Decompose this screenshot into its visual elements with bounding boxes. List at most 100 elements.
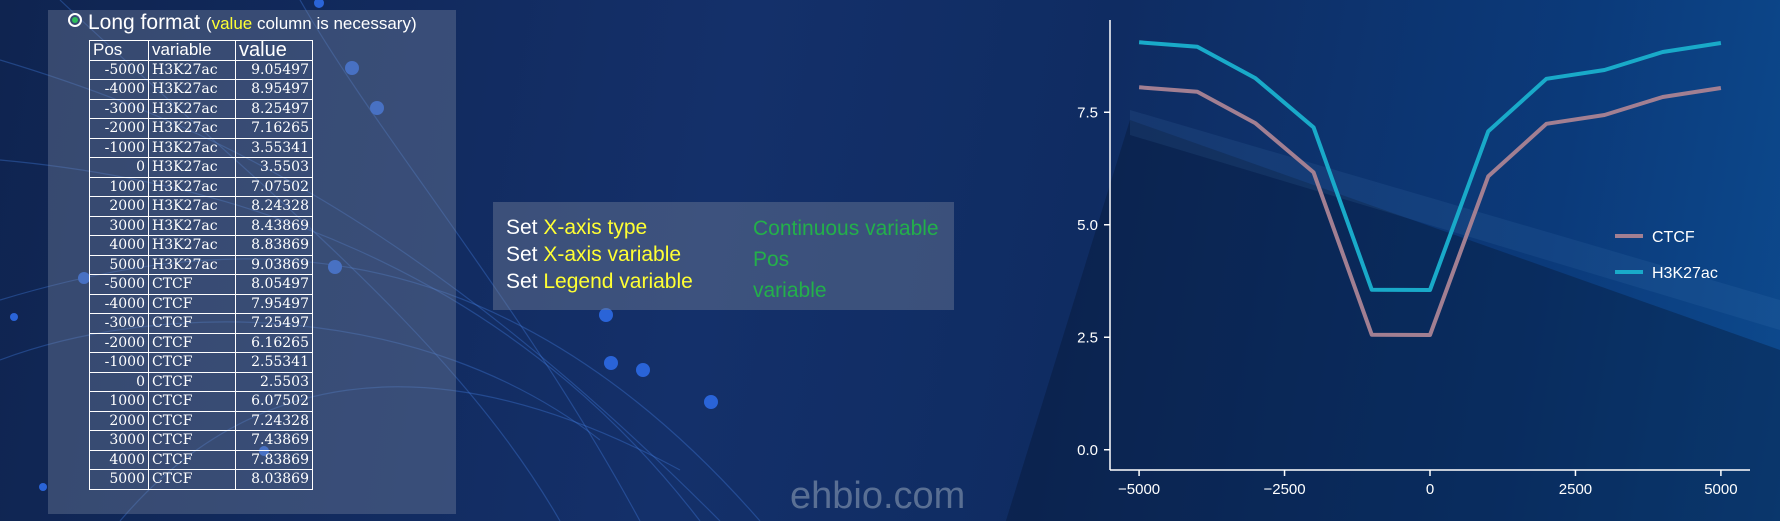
cell-value: 8.05497 <box>235 274 313 295</box>
cell-pos: 1000 <box>89 176 149 197</box>
table-row: -5000 H3K27ac 9.05497 <box>89 59 313 80</box>
long-format-heading: Long format (value column is necessary) <box>68 11 417 35</box>
table-row: 4000 CTCF 7.83869 <box>89 449 313 470</box>
long-format-title: Long format <box>88 11 201 34</box>
cell-pos: 3000 <box>89 215 149 236</box>
cell-value: 8.24328 <box>235 196 313 217</box>
cell-variable: CTCF <box>148 332 236 353</box>
table-row: -1000 H3K27ac 3.55341 <box>89 137 313 158</box>
radio-selected-icon[interactable] <box>68 13 82 28</box>
cell-pos: 0 <box>89 371 149 392</box>
cell-variable: H3K27ac <box>148 98 236 119</box>
line-chart: −5000 −2500 0 2500 5000 0.0 2.5 5.0 7.5 CTCF H3K27… <box>1077 20 1750 498</box>
cell-pos: -1000 <box>89 137 149 158</box>
table-row: 2000 CTCF 7.24328 <box>89 410 313 431</box>
table-row: 2000 H3K27ac 8.24328 <box>89 196 313 217</box>
cell-pos: -5000 <box>89 274 149 295</box>
table-row: -5000 CTCF 8.05497 <box>89 274 313 295</box>
cell-value: 7.95497 <box>235 293 313 314</box>
cell-value: 9.03869 <box>235 254 313 275</box>
table-row: -2000 H3K27ac 7.16265 <box>89 118 313 139</box>
table-row: -2000 CTCF 6.16265 <box>89 332 313 353</box>
cell-pos: 4000 <box>89 235 149 256</box>
cell-pos: 1000 <box>89 391 149 412</box>
y-tick-label: 2.5 <box>1077 329 1098 346</box>
cell-pos: -2000 <box>89 118 149 139</box>
table-row: 3000 H3K27ac 8.43869 <box>89 215 313 236</box>
column-header-value: value <box>235 40 313 61</box>
cell-value: 7.43869 <box>235 430 313 451</box>
cell-pos: 5000 <box>89 254 149 275</box>
cell-variable: H3K27ac <box>148 215 236 236</box>
cell-value: 2.5503 <box>235 371 313 392</box>
cell-pos: -1000 <box>89 352 149 373</box>
cell-value: 8.83869 <box>235 235 313 256</box>
x-tick-label: −5000 <box>1118 481 1160 498</box>
table-row: 5000 CTCF 8.03869 <box>89 469 313 490</box>
cell-pos: -2000 <box>89 332 149 353</box>
setting-label: Set X-axis type <box>506 216 648 239</box>
x-tick-label: 2500 <box>1559 481 1592 498</box>
column-header-variable: variable <box>148 40 236 61</box>
cell-variable: H3K27ac <box>148 235 236 256</box>
cell-variable: H3K27ac <box>148 157 236 178</box>
cell-pos: 5000 <box>89 469 149 490</box>
legend-label: CTCF <box>1652 229 1695 246</box>
cell-value: 9.05497 <box>235 59 313 80</box>
cell-variable: CTCF <box>148 391 236 412</box>
table-row: -4000 CTCF 7.95497 <box>89 293 313 314</box>
table-row: -3000 CTCF 7.25497 <box>89 313 313 334</box>
table-row: 1000 H3K27ac 7.07502 <box>89 176 313 197</box>
column-header-pos: Pos <box>89 40 149 61</box>
cell-value: 7.16265 <box>235 118 313 139</box>
cell-value: 8.03869 <box>235 469 313 490</box>
cell-variable: CTCF <box>148 449 236 470</box>
table-header-row: Pos variable value <box>89 40 313 61</box>
cell-variable: CTCF <box>148 371 236 392</box>
cell-variable: CTCF <box>148 274 236 295</box>
table-row: -4000 H3K27ac 8.95497 <box>89 79 313 100</box>
cell-value: 7.07502 <box>235 176 313 197</box>
cell-pos: 2000 <box>89 410 149 431</box>
table-row: 0 H3K27ac 3.5503 <box>89 157 313 178</box>
cell-value: 8.25497 <box>235 98 313 119</box>
table-row: 1000 CTCF 6.07502 <box>89 391 313 412</box>
cell-value: 6.16265 <box>235 332 313 353</box>
setting-value-x-axis-type: Continuous variable <box>753 217 939 240</box>
cell-variable: H3K27ac <box>148 196 236 217</box>
cell-variable: CTCF <box>148 352 236 373</box>
cell-pos: 3000 <box>89 430 149 451</box>
long-format-note: (value column is necessary) <box>205 14 417 33</box>
table-row: -3000 H3K27ac 8.25497 <box>89 98 313 119</box>
cell-variable: CTCF <box>148 430 236 451</box>
cell-value: 2.55341 <box>235 352 313 373</box>
cell-variable: CTCF <box>148 410 236 431</box>
y-tick-label: 7.5 <box>1077 104 1098 121</box>
legend-label: H3K27ac <box>1652 265 1718 282</box>
cell-pos: -4000 <box>89 293 149 314</box>
cell-pos: -3000 <box>89 313 149 334</box>
cell-variable: H3K27ac <box>148 176 236 197</box>
table-row: 5000 H3K27ac 9.03869 <box>89 254 313 275</box>
cell-variable: H3K27ac <box>148 118 236 139</box>
cell-pos: -5000 <box>89 59 149 80</box>
table-row: 4000 H3K27ac 8.83869 <box>89 235 313 256</box>
table-row: -1000 CTCF 2.55341 <box>89 352 313 373</box>
x-tick-label: 5000 <box>1704 481 1737 498</box>
cell-value: 6.07502 <box>235 391 313 412</box>
cell-value: 3.55341 <box>235 137 313 158</box>
cell-pos: -3000 <box>89 98 149 119</box>
x-tick-label: 0 <box>1426 481 1434 498</box>
cell-value: 7.25497 <box>235 313 313 334</box>
x-tick-label: −2500 <box>1263 481 1305 498</box>
cell-value: 7.83869 <box>235 449 313 470</box>
cell-variable: H3K27ac <box>148 254 236 275</box>
series-line-h3k27ac <box>1138 40 1722 292</box>
cell-variable: H3K27ac <box>148 59 236 80</box>
cell-variable: CTCF <box>148 313 236 334</box>
cell-pos: -4000 <box>89 79 149 100</box>
cell-variable: H3K27ac <box>148 79 236 100</box>
cell-value: 8.43869 <box>235 215 313 236</box>
setting-value-x-axis-variable: Pos <box>753 248 790 271</box>
cell-value: 8.95497 <box>235 79 313 100</box>
